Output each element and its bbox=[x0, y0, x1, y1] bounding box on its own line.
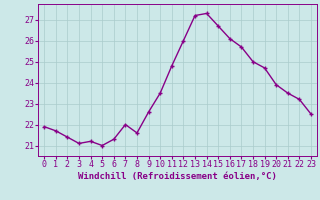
X-axis label: Windchill (Refroidissement éolien,°C): Windchill (Refroidissement éolien,°C) bbox=[78, 172, 277, 181]
